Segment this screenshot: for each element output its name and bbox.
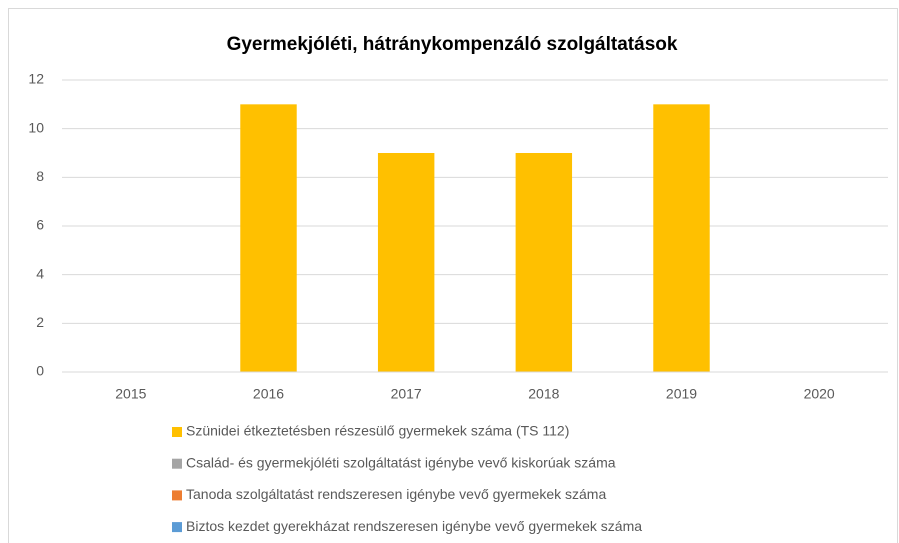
x-tick-label: 2017 xyxy=(391,386,422,402)
y-tick-label: 8 xyxy=(36,168,44,184)
x-tick-label: 2020 xyxy=(804,386,835,402)
x-tick-label: 2015 xyxy=(115,386,146,402)
y-tick-label: 4 xyxy=(36,265,44,281)
bar xyxy=(240,104,297,372)
x-tick-label: 2016 xyxy=(253,386,284,402)
legend-swatch xyxy=(172,427,182,437)
bar xyxy=(377,153,435,372)
chart-title: Gyermekjóléti, hátránykompenzáló szolgál… xyxy=(227,34,678,55)
chart-frame xyxy=(8,8,898,543)
legend-label: Tanoda szolgáltatást rendszeresen igényb… xyxy=(186,486,606,502)
y-tick-label: 6 xyxy=(36,217,44,233)
legend-swatch xyxy=(172,522,182,533)
x-tick-label: 2018 xyxy=(528,386,559,402)
legend-label: Család- és gyermekjóléti szolgáltatást i… xyxy=(186,454,616,470)
y-tick-label: 12 xyxy=(28,71,44,87)
x-tick-label: 2019 xyxy=(666,386,697,402)
bar xyxy=(653,104,710,372)
legend-swatch xyxy=(172,490,182,501)
legend-swatch xyxy=(172,458,182,469)
legend-label: Szünidei étkeztetésben részesülő gyermek… xyxy=(186,423,569,439)
y-tick-label: 10 xyxy=(28,119,44,135)
y-tick-label: 0 xyxy=(36,363,44,379)
bar xyxy=(515,153,573,372)
legend-label: Biztos kezdet gyerekházat rendszeresen i… xyxy=(186,518,642,534)
y-tick-label: 2 xyxy=(36,314,44,330)
